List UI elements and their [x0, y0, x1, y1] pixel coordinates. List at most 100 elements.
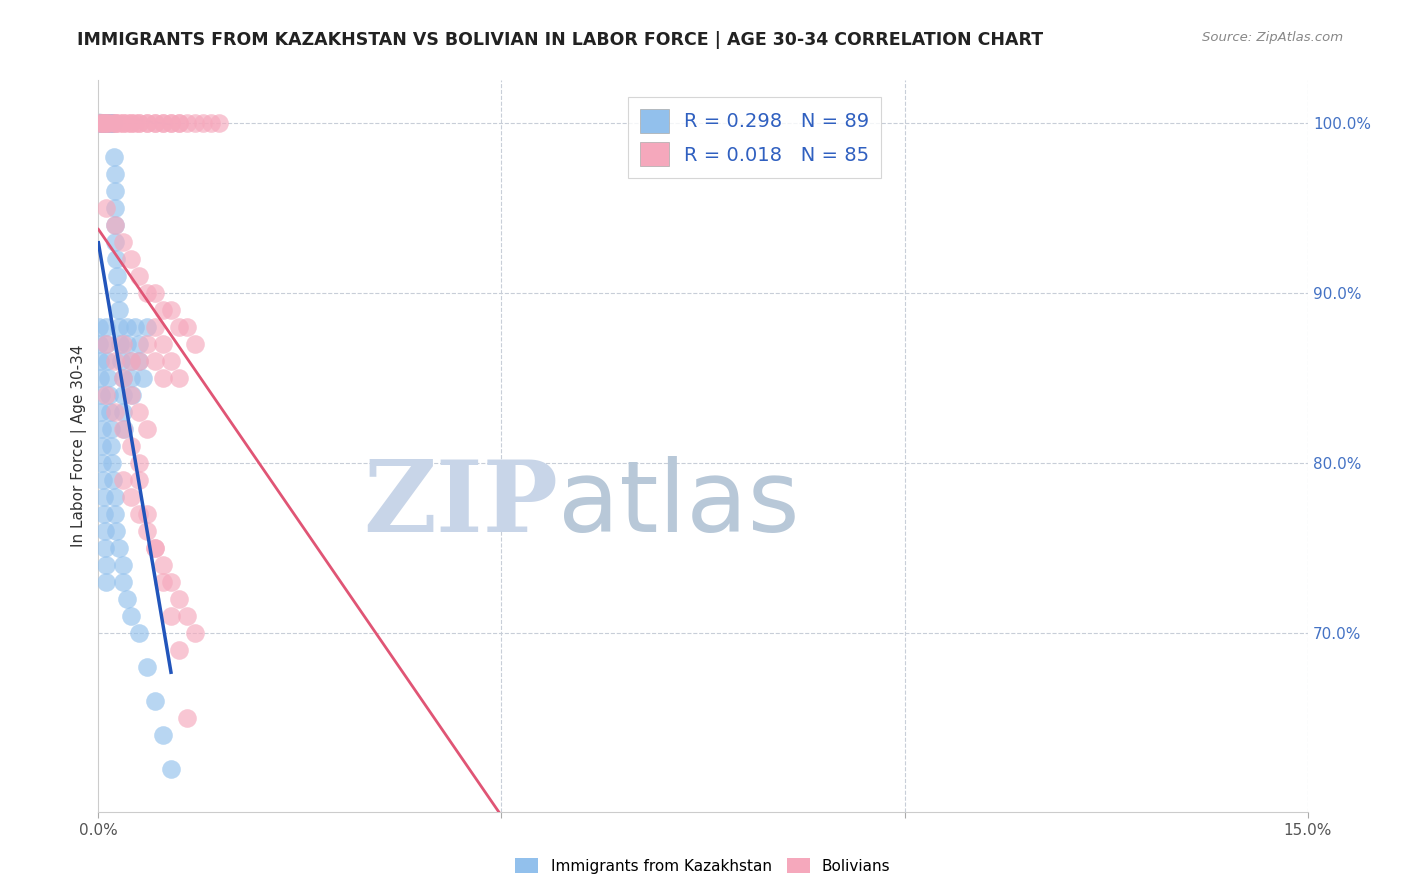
Point — [97, 371, 120, 385]
Point — [103, 218, 125, 232]
Point — [112, 422, 135, 436]
Point — [128, 337, 150, 351]
Point — [96, 354, 118, 368]
Point — [96, 116, 118, 130]
Point — [135, 524, 157, 538]
Point — [167, 116, 190, 130]
Point — [103, 218, 125, 232]
Point — [128, 116, 150, 130]
Point — [128, 456, 150, 470]
Point — [96, 116, 118, 130]
Point — [143, 285, 166, 300]
Point — [90, 116, 112, 130]
Point — [97, 388, 120, 402]
Point — [120, 354, 142, 368]
Point — [115, 116, 138, 130]
Point — [152, 728, 174, 742]
Point — [184, 337, 207, 351]
Point — [128, 473, 150, 487]
Point — [90, 116, 112, 130]
Point — [98, 405, 121, 419]
Point — [111, 405, 134, 419]
Point — [167, 371, 190, 385]
Point — [135, 116, 157, 130]
Text: IMMIGRANTS FROM KAZAKHSTAN VS BOLIVIAN IN LABOR FORCE | AGE 30-34 CORRELATION CH: IMMIGRANTS FROM KAZAKHSTAN VS BOLIVIAN I… — [77, 31, 1043, 49]
Point — [176, 711, 198, 725]
Point — [91, 439, 114, 453]
Point — [91, 116, 114, 130]
Point — [143, 116, 166, 130]
Point — [128, 116, 150, 130]
Point — [120, 439, 142, 453]
Point — [111, 371, 134, 385]
Point — [160, 302, 183, 317]
Point — [120, 354, 142, 368]
Point — [89, 116, 111, 130]
Point — [128, 268, 150, 283]
Point — [152, 337, 174, 351]
Point — [143, 541, 166, 555]
Point — [128, 354, 150, 368]
Point — [193, 116, 215, 130]
Point — [97, 116, 120, 130]
Point — [111, 337, 134, 351]
Text: Source: ZipAtlas.com: Source: ZipAtlas.com — [1202, 31, 1343, 45]
Point — [135, 116, 157, 130]
Point — [120, 116, 142, 130]
Point — [103, 354, 125, 368]
Point — [90, 116, 112, 130]
Point — [107, 116, 129, 130]
Point — [93, 507, 115, 521]
Point — [143, 320, 166, 334]
Point — [160, 116, 183, 130]
Point — [135, 320, 157, 334]
Point — [90, 422, 112, 436]
Point — [100, 116, 122, 130]
Point — [101, 473, 124, 487]
Point — [160, 609, 183, 624]
Point — [103, 167, 125, 181]
Point — [93, 490, 115, 504]
Point — [167, 643, 190, 657]
Point — [101, 116, 124, 130]
Point — [124, 320, 146, 334]
Point — [184, 116, 207, 130]
Point — [128, 507, 150, 521]
Point — [160, 762, 183, 776]
Point — [97, 116, 120, 130]
Point — [152, 371, 174, 385]
Point — [111, 116, 134, 130]
Point — [104, 235, 127, 249]
Point — [120, 252, 142, 266]
Point — [120, 490, 142, 504]
Point — [103, 507, 125, 521]
Point — [176, 116, 198, 130]
Point — [96, 116, 118, 130]
Point — [135, 285, 157, 300]
Point — [96, 337, 118, 351]
Point — [107, 285, 129, 300]
Point — [111, 558, 134, 572]
Point — [135, 337, 157, 351]
Point — [128, 405, 150, 419]
Point — [107, 302, 129, 317]
Point — [94, 116, 117, 130]
Point — [208, 116, 231, 130]
Point — [107, 320, 129, 334]
Point — [176, 609, 198, 624]
Point — [103, 201, 125, 215]
Point — [91, 116, 114, 130]
Point — [97, 116, 120, 130]
Point — [96, 116, 118, 130]
Point — [124, 116, 146, 130]
Legend: Immigrants from Kazakhstan, Bolivians: Immigrants from Kazakhstan, Bolivians — [509, 852, 897, 880]
Point — [103, 184, 125, 198]
Point — [111, 235, 134, 249]
Point — [96, 201, 118, 215]
Point — [100, 116, 122, 130]
Y-axis label: In Labor Force | Age 30-34: In Labor Force | Age 30-34 — [72, 344, 87, 548]
Point — [100, 439, 122, 453]
Point — [152, 558, 174, 572]
Point — [128, 354, 150, 368]
Point — [135, 507, 157, 521]
